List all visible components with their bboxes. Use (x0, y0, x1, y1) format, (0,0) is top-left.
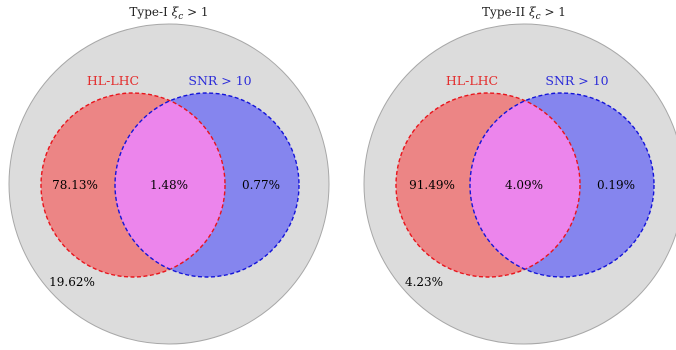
set-snr-label: SNR > 10 (188, 73, 251, 88)
only-snr-value: 0.19% (597, 178, 635, 192)
panel-title: Type-II ξc > 1 (482, 5, 566, 22)
overlap-value: 4.09% (505, 178, 543, 192)
set-hl-lhc-label: HL-LHC (446, 73, 498, 88)
neither-value: 4.23% (405, 275, 443, 289)
only-hl-lhc-value: 91.49% (409, 178, 455, 192)
only-hl-lhc-value: 78.13% (52, 178, 98, 192)
only-snr-value: 0.77% (242, 178, 280, 192)
set-hl-lhc-label: HL-LHC (87, 73, 139, 88)
overlap-region (115, 93, 225, 277)
set-snr-outline (114, 92, 300, 278)
panel-title: Type-I ξc > 1 (129, 5, 208, 22)
set-snr-label: SNR > 10 (545, 73, 608, 88)
set-snr-outline (469, 92, 655, 278)
overlap-value: 1.48% (150, 178, 188, 192)
venn-panel-type-i: Type-I ξc > 1 HL-LHC SNR > 10 78.13% 1.4… (8, 5, 330, 345)
venn-panel-type-ii: Type-II ξc > 1 HL-LHC SNR > 10 91.49% 4.… (363, 5, 676, 345)
overlap-region (470, 93, 580, 277)
neither-value: 19.62% (49, 275, 95, 289)
set-hl-lhc-outline (395, 92, 581, 278)
set-hl-lhc-outline (40, 92, 226, 278)
